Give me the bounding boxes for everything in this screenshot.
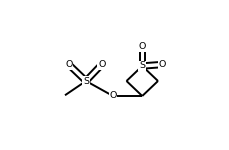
Text: O: O bbox=[109, 92, 117, 100]
Text: S: S bbox=[83, 76, 89, 85]
Text: O: O bbox=[139, 42, 146, 51]
Text: O: O bbox=[98, 60, 105, 69]
Text: S: S bbox=[139, 61, 145, 70]
Text: O: O bbox=[65, 60, 72, 69]
Text: O: O bbox=[159, 60, 166, 69]
